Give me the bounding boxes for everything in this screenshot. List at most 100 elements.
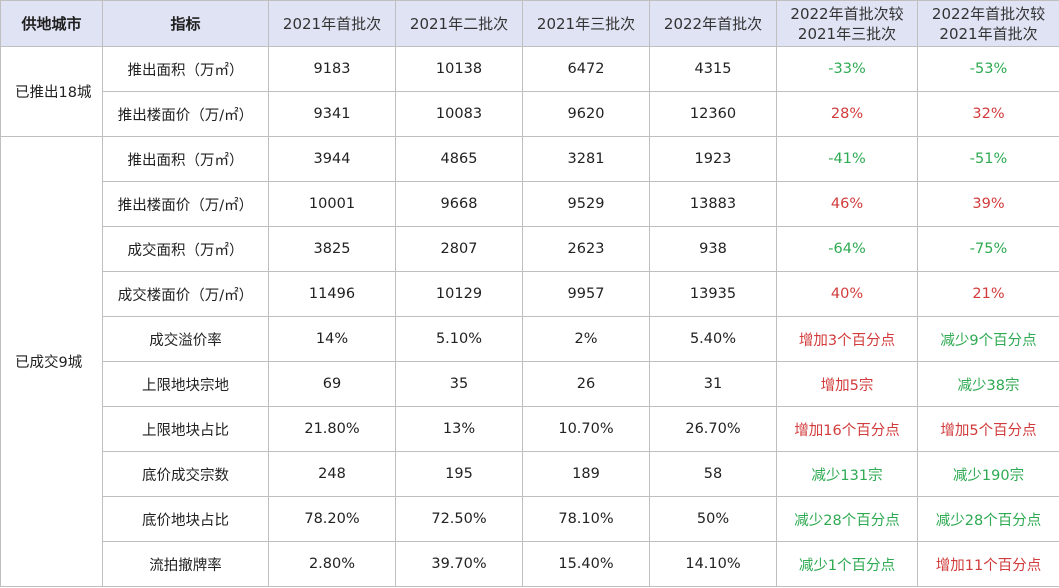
value-2021-first-cell: 3825: [268, 226, 396, 272]
compare-vs-2021-first-cell: 减少38宗: [917, 361, 1059, 407]
table-row: 已推出18城 推出面积（万㎡） 9183 10138 6472 4315 -33% -53%: [0, 46, 1059, 137]
compare-vs-2021-first-cell: 减少190宗: [917, 451, 1059, 497]
compare-vs-2021-first-cell: 增加11个百分点: [917, 541, 1059, 587]
value-2021-third-cell: 78.10%: [522, 496, 650, 542]
value-2022-first-cell: 31: [649, 361, 777, 407]
table-row: 推出楼面价（万/㎡） 9341 10083 9620 12360 28% 32%: [1, 91, 1059, 137]
compare-vs-2021-third-cell: 46%: [776, 181, 918, 227]
compare-vs-2021-first-cell: 减少9个百分点: [917, 316, 1059, 362]
compare-vs-2021-third-cell: 减少131宗: [776, 451, 918, 497]
value-2021-first-cell: 9341: [268, 91, 396, 137]
compare-vs-2021-third-cell: -33%: [776, 46, 918, 92]
value-2021-first-cell: 78.20%: [268, 496, 396, 542]
table-row: 成交溢价率 14% 5.10% 2% 5.40% 增加3个百分点 减少9个百分点: [1, 316, 1059, 362]
table-row: 推出楼面价（万/㎡） 10001 9668 9529 13883 46% 39%: [1, 181, 1059, 227]
value-2022-first-cell: 13935: [649, 271, 777, 317]
table-row: 底价成交宗数 248 195 189 58 减少131宗 减少190宗: [1, 451, 1059, 497]
value-2021-second-cell: 10083: [395, 91, 523, 137]
value-2022-first-cell: 13883: [649, 181, 777, 227]
compare-vs-2021-first-cell: 减少28个百分点: [917, 496, 1059, 542]
header-row: 供地城市 指标 2021年首批次 2021年二批次 2021年三批次 2022年…: [0, 0, 1059, 47]
compare-vs-2021-third-cell: 28%: [776, 91, 918, 137]
indicator-cell: 底价地块占比: [102, 496, 269, 542]
compare-vs-2021-third-cell: -64%: [776, 226, 918, 272]
compare-vs-2021-third-cell: -41%: [776, 136, 918, 182]
compare-vs-2021-first-cell: -75%: [917, 226, 1059, 272]
value-2021-first-cell: 11496: [268, 271, 396, 317]
value-2021-third-cell: 10.70%: [522, 406, 650, 452]
header-city: 供地城市: [0, 0, 103, 47]
value-2021-third-cell: 26: [522, 361, 650, 407]
indicator-cell: 上限地块占比: [102, 406, 269, 452]
table-row: 已成交9城 推出面积（万㎡） 3944 4865 3281 1923 -41% -51%: [0, 136, 1059, 587]
value-2021-second-cell: 35: [395, 361, 523, 407]
value-2021-second-cell: 9668: [395, 181, 523, 227]
value-2021-first-cell: 69: [268, 361, 396, 407]
compare-vs-2021-third-cell: 减少1个百分点: [776, 541, 918, 587]
compare-vs-2021-third-cell: 增加16个百分点: [776, 406, 918, 452]
value-2021-third-cell: 15.40%: [522, 541, 650, 587]
compare-vs-2021-third-cell: 增加5宗: [776, 361, 918, 407]
value-2021-third-cell: 189: [522, 451, 650, 497]
city-group-cell: 已成交9城: [0, 136, 103, 587]
value-2021-third-cell: 2%: [522, 316, 650, 362]
table-row: 流拍撤牌率 2.80% 39.70% 15.40% 14.10% 减少1个百分点 增加11个…: [1, 541, 1059, 587]
indicator-cell: 成交面积（万㎡）: [102, 226, 269, 272]
header-compare-vs-2021-third: 2022年首批次较 2021年三批次: [776, 0, 918, 47]
compare-vs-2021-first-cell: 增加5个百分点: [917, 406, 1059, 452]
compare-vs-2021-first-cell: 21%: [917, 271, 1059, 317]
compare-vs-2021-first-cell: 32%: [917, 91, 1059, 137]
value-2022-first-cell: 58: [649, 451, 777, 497]
indicator-cell: 成交溢价率: [102, 316, 269, 362]
indicator-cell: 成交楼面价（万/㎡）: [102, 271, 269, 317]
indicator-cell: 推出楼面价（万/㎡）: [102, 91, 269, 137]
value-2022-first-cell: 26.70%: [649, 406, 777, 452]
value-2022-first-cell: 14.10%: [649, 541, 777, 587]
value-2021-second-cell: 39.70%: [395, 541, 523, 587]
value-2021-third-cell: 3281: [522, 136, 650, 182]
value-2021-third-cell: 6472: [522, 46, 650, 92]
value-2022-first-cell: 5.40%: [649, 316, 777, 362]
header-compare-vs-2021-first: 2022年首批次较 2021年首批次: [917, 0, 1059, 47]
indicator-cell: 推出面积（万㎡）: [102, 46, 269, 92]
value-2021-third-cell: 9957: [522, 271, 650, 317]
indicator-cell: 上限地块宗地: [102, 361, 269, 407]
value-2022-first-cell: 50%: [649, 496, 777, 542]
header-indicator: 指标: [102, 0, 269, 47]
value-2021-third-cell: 2623: [522, 226, 650, 272]
compare-vs-2021-third-cell: 增加3个百分点: [776, 316, 918, 362]
value-2021-first-cell: 14%: [268, 316, 396, 362]
value-2021-second-cell: 10138: [395, 46, 523, 92]
value-2021-first-cell: 3944: [268, 136, 396, 182]
value-2022-first-cell: 4315: [649, 46, 777, 92]
value-2022-first-cell: 12360: [649, 91, 777, 137]
indicator-cell: 底价成交宗数: [102, 451, 269, 497]
indicator-cell: 流拍撤牌率: [102, 541, 269, 587]
compare-vs-2021-third-cell: 减少28个百分点: [776, 496, 918, 542]
value-2021-first-cell: 21.80%: [268, 406, 396, 452]
indicator-cell: 推出面积（万㎡）: [102, 136, 269, 182]
table-row: 底价地块占比 78.20% 72.50% 78.10% 50% 减少28个百分点 减少28个…: [1, 496, 1059, 542]
value-2021-first-cell: 2.80%: [268, 541, 396, 587]
compare-vs-2021-first-cell: 39%: [917, 181, 1059, 227]
value-2021-third-cell: 9529: [522, 181, 650, 227]
header-2021-second-batch: 2021年二批次: [395, 0, 523, 47]
table-row: 成交楼面价（万/㎡） 11496 10129 9957 13935 40% 21%: [1, 271, 1059, 317]
table-row: 成交面积（万㎡） 3825 2807 2623 938 -64% -75%: [1, 226, 1059, 272]
value-2021-first-cell: 248: [268, 451, 396, 497]
value-2021-first-cell: 9183: [268, 46, 396, 92]
value-2021-second-cell: 13%: [395, 406, 523, 452]
value-2021-second-cell: 72.50%: [395, 496, 523, 542]
indicator-cell: 推出楼面价（万/㎡）: [102, 181, 269, 227]
value-2021-second-cell: 10129: [395, 271, 523, 317]
header-2021-third-batch: 2021年三批次: [522, 0, 650, 47]
value-2021-second-cell: 195: [395, 451, 523, 497]
value-2021-second-cell: 4865: [395, 136, 523, 182]
header-2022-first-batch: 2022年首批次: [649, 0, 777, 47]
value-2021-first-cell: 10001: [268, 181, 396, 227]
header-2021-first-batch: 2021年首批次: [268, 0, 396, 47]
compare-vs-2021-first-cell: -51%: [917, 136, 1059, 182]
table-row: 上限地块占比 21.80% 13% 10.70% 26.70% 增加16个百分点 增加5个百…: [1, 406, 1059, 452]
value-2021-second-cell: 5.10%: [395, 316, 523, 362]
